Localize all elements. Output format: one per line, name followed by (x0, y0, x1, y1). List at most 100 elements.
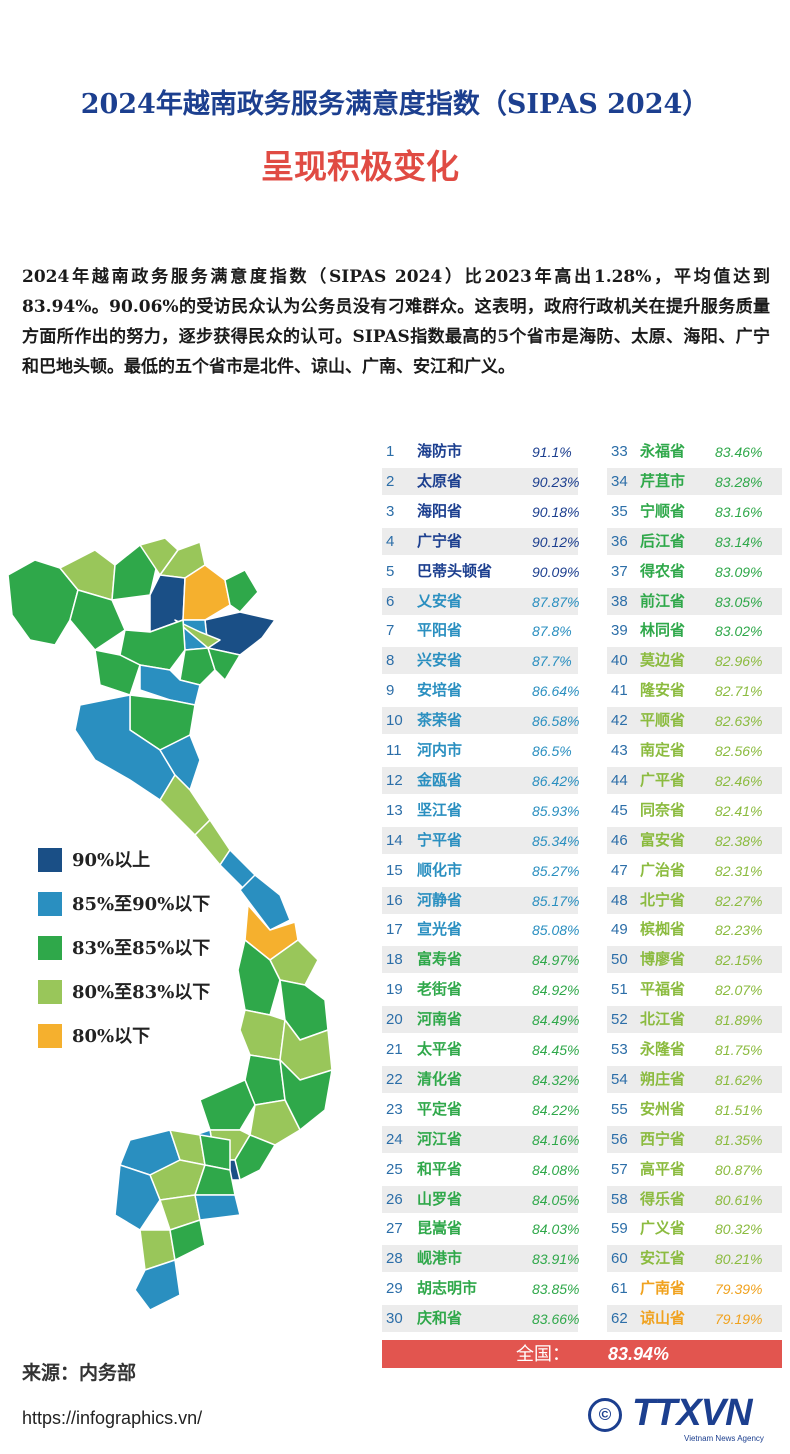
row-stripe (607, 1305, 782, 1333)
province-score: 81.75% (715, 1042, 763, 1058)
province-score: 82.31% (715, 862, 763, 879)
province-name: 平定省 (417, 1100, 463, 1118)
province-name: 林同省 (640, 622, 686, 640)
province-score: 84.49% (532, 1012, 580, 1029)
table-row: 30 庆和省 83.66% 62 谅山省 79.19% (382, 1304, 782, 1333)
province-score: 90.23% (532, 473, 580, 490)
row-stripe (382, 886, 578, 914)
table-row: 5 巴蒂头顿省 90.09% 37 得农省 83.09% (382, 557, 782, 585)
row-stripe (382, 1245, 578, 1273)
province-score: 91.1% (532, 444, 572, 460)
source-url[interactable]: https://infographics.vn/ (22, 1408, 203, 1428)
province-score: 86.5% (532, 743, 572, 759)
row-stripe (382, 467, 578, 495)
province-name: 老街省 (417, 981, 463, 999)
table-row: 6 乂安省 87.87% 38 前江省 83.05% (382, 587, 782, 615)
province-score: 86.42% (532, 772, 580, 789)
province-score: 83.14% (715, 533, 763, 550)
row-stripe (382, 946, 578, 974)
province-name: 得乐省 (640, 1190, 686, 1208)
province-name: 谅山省 (640, 1310, 686, 1328)
province-name: 茶荣省 (417, 712, 463, 730)
province-score: 82.23% (715, 922, 763, 939)
row-stripe (382, 647, 578, 675)
rank-number: 20 (386, 1011, 403, 1029)
rank-number: 37 (611, 562, 628, 580)
rank-number: 27 (386, 1220, 403, 1238)
province-name: 和平省 (417, 1160, 463, 1178)
row-stripe (382, 1185, 578, 1213)
province-score: 84.92% (532, 982, 580, 999)
province-score: 80.87% (715, 1161, 763, 1178)
table-row: 20 河南省 84.49% 52 北江省 81.89% (382, 1005, 782, 1034)
province-name: 宁平省 (417, 831, 463, 849)
table-row: 21 太平省 84.45% 53 永隆省 81.75% (382, 1035, 782, 1063)
province-name: 安培省 (417, 682, 463, 700)
province-name: 平福省 (640, 981, 686, 999)
table-row: 22 清化省 84.32% 54 朔庄省 81.62% (382, 1065, 782, 1093)
title-line1: 2024年越南政务服务满意度指数（SIPAS 2024） (80, 89, 710, 120)
province-score: 83.46% (715, 444, 763, 460)
table-row: 16 河静省 85.17% 48 北宁省 82.27% (382, 886, 782, 914)
province-score: 81.35% (715, 1131, 763, 1148)
table-row: 24 河江省 84.16% 56 西宁省 81.35% (382, 1125, 782, 1153)
province-name: 槟椥省 (640, 921, 686, 939)
rank-number: 60 (611, 1250, 628, 1268)
table-row: 23 平定省 84.22% 55 安州省 81.51% (382, 1095, 782, 1123)
province-name: 广平省 (640, 771, 686, 789)
province-score: 90.12% (532, 533, 580, 550)
rank-number: 46 (611, 831, 628, 849)
row-stripe (382, 527, 578, 555)
rank-number: 5 (386, 562, 395, 580)
rank-number: 53 (611, 1041, 628, 1058)
province-score: 82.63% (715, 713, 763, 730)
row-stripe (607, 1065, 782, 1093)
province-score: 83.02% (715, 623, 763, 640)
province-score: 82.38% (715, 832, 763, 849)
province-score: 84.32% (532, 1071, 580, 1088)
province-name: 富寿省 (417, 951, 463, 969)
province-name: 顺化市 (417, 861, 463, 879)
rank-number: 48 (611, 891, 628, 909)
province-score: 84.03% (532, 1221, 580, 1238)
copyright-icon: © (588, 1398, 622, 1432)
province-score: 84.16% (532, 1131, 580, 1148)
rank-number: 59 (611, 1220, 628, 1238)
logo-text: TTXVN (632, 1392, 753, 1434)
rank-number: 58 (611, 1190, 628, 1208)
legend-swatch (38, 892, 62, 916)
province-score: 85.34% (532, 832, 580, 849)
row-stripe (382, 826, 578, 854)
row-stripe (607, 886, 782, 914)
rank-number: 54 (611, 1070, 628, 1088)
rank-number: 17 (386, 921, 403, 939)
province-name: 坚江省 (417, 801, 463, 819)
rank-number: 49 (611, 921, 628, 939)
province-score: 80.61% (715, 1191, 763, 1208)
province-name: 同奈省 (640, 801, 686, 819)
rank-number: 45 (611, 801, 628, 819)
legend-swatch (38, 1024, 62, 1048)
province-score: 83.66% (532, 1311, 580, 1328)
rank-number: 38 (611, 592, 628, 610)
province-score: 79.19% (715, 1311, 763, 1328)
table-row: 4 广宁省 90.12% 36 后江省 83.14% (382, 527, 782, 555)
rank-number: 50 (611, 951, 628, 969)
province-name: 河静省 (417, 891, 463, 909)
rank-number: 24 (386, 1130, 403, 1148)
rank-number: 57 (611, 1160, 628, 1178)
rank-number: 4 (386, 532, 395, 550)
province-name: 乂安省 (417, 592, 463, 610)
province-name: 兴安省 (417, 652, 463, 670)
legend-swatch (38, 980, 62, 1004)
mekong-delta-map-icon (114, 1129, 241, 1311)
legend-label: 80%至83%以下 (72, 982, 211, 1003)
legend-swatch (38, 848, 62, 872)
province-score: 85.93% (532, 802, 580, 819)
rank-number: 9 (386, 682, 395, 700)
rank-number: 23 (386, 1100, 403, 1118)
row-stripe (382, 1065, 578, 1093)
province-name: 河内市 (417, 742, 463, 759)
row-stripe (607, 946, 782, 974)
province-score: 82.46% (715, 772, 763, 789)
